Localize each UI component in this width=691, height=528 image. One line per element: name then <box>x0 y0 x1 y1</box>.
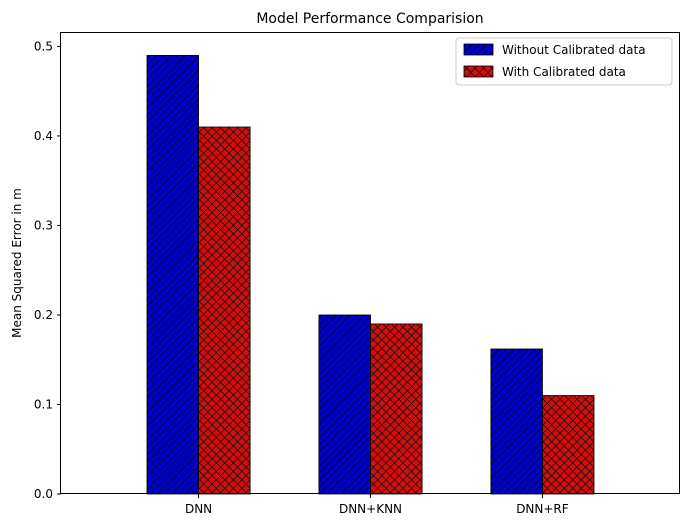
x-ticks-group: DNN DNN+KNN DNN+RF <box>185 494 569 516</box>
plot-frame <box>60 32 680 494</box>
x-tick-label: DNN <box>185 502 212 516</box>
legend-frame <box>455 37 673 86</box>
y-tick-label: 0.0 <box>34 487 53 501</box>
bar-dnn-knn-series-0 <box>318 314 371 495</box>
legend-label-without-calibrated: Without Calibrated data <box>502 43 646 57</box>
legend-swatch-without-calibrated <box>463 43 494 56</box>
y-axis-label: Mean Squared Error in m <box>10 188 24 338</box>
bars-group <box>146 54 595 495</box>
legend-label-with-calibrated: With Calibrated data <box>502 65 626 79</box>
y-tick-label: 0.3 <box>34 218 53 232</box>
legend: Without Calibrated data With Calibrated … <box>455 37 673 86</box>
y-tick-label: 0.4 <box>34 129 53 143</box>
y-tick-label: 0.2 <box>34 308 53 322</box>
y-tick-label: 0.1 <box>34 397 53 411</box>
bar-dnn-series-1 <box>198 126 251 495</box>
chart-title: Model Performance Comparision <box>256 11 483 27</box>
x-tick-label: DNN+RF <box>516 502 569 516</box>
bar-dnn-series-0 <box>146 54 199 495</box>
bar-dnn-knn-series-1 <box>370 323 423 495</box>
bar-dnn-rf-series-0 <box>490 348 543 495</box>
legend-swatch-with-calibrated <box>463 65 494 78</box>
bar-dnn-rf-series-1 <box>542 395 595 495</box>
x-tick-label: DNN+KNN <box>339 502 402 516</box>
y-ticks-group: 0.0 0.1 0.2 0.3 0.4 0.5 <box>34 39 61 501</box>
y-tick-label: 0.5 <box>34 39 53 53</box>
